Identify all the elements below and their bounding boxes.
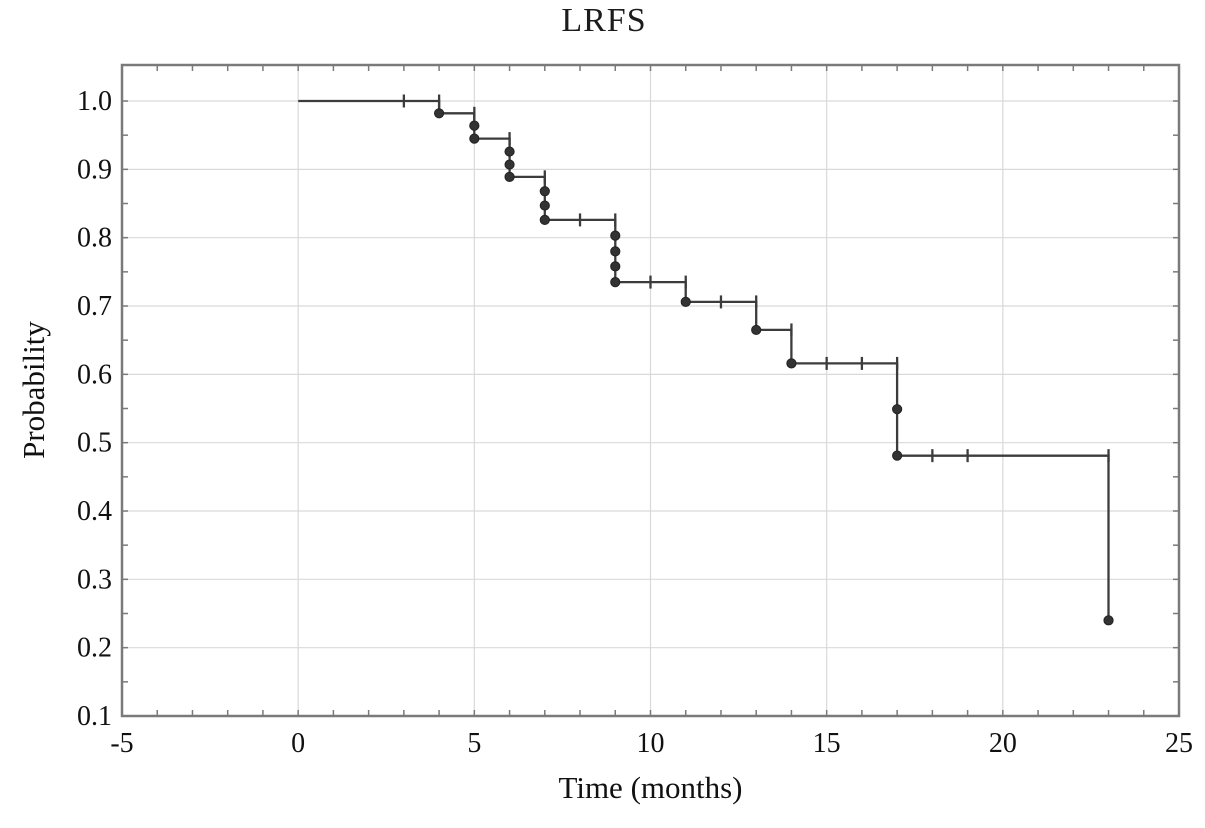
plot-frame (120, 63, 1181, 718)
y-tick-label: 0.7 (77, 291, 112, 322)
y-tick-label: 0.2 (77, 633, 112, 664)
event-dot (539, 186, 550, 197)
event-dot (1103, 615, 1114, 626)
event-dot (469, 133, 480, 144)
x-tick-label: 20 (989, 728, 1017, 759)
censor-marks (402, 94, 1110, 463)
y-tick-label: 0.8 (77, 223, 112, 254)
event-dots (434, 108, 1114, 626)
x-tick-label: 5 (467, 728, 481, 759)
y-tick-label: 0.9 (77, 154, 112, 185)
event-dot (539, 214, 550, 226)
event-dot (610, 246, 621, 257)
event-dot (469, 120, 480, 131)
x-tick-label: 15 (813, 728, 841, 759)
y-axis-label: Probability (16, 321, 51, 459)
event-dot (504, 159, 515, 170)
y-tick-label: 0.6 (77, 359, 112, 390)
event-dot (539, 200, 550, 211)
gridlines (122, 65, 1179, 716)
event-dot (504, 146, 515, 157)
x-tick-label: 0 (291, 728, 305, 759)
x-tick-labels: -5 0 5 10 15 20 25 (110, 728, 1193, 759)
event-dot (504, 171, 515, 182)
event-dot (680, 296, 691, 308)
y-tick-label: 0.3 (77, 564, 112, 595)
event-dot (610, 261, 621, 272)
x-tick-label: 25 (1165, 728, 1193, 759)
y-tick-label: 0.1 (77, 701, 112, 732)
x-tick-label: -5 (110, 728, 133, 759)
y-tick-label: 1.0 (77, 86, 112, 117)
survival-step-curve (298, 99, 1110, 621)
event-dot (786, 358, 797, 369)
event-dot (610, 276, 621, 288)
event-dot (751, 324, 762, 336)
event-dot (610, 230, 621, 241)
x-tick-label: 10 (637, 728, 665, 759)
event-dot (892, 404, 903, 415)
event-dot (892, 450, 903, 461)
event-dot (434, 108, 445, 119)
y-tick-labels: 1.0 0.9 0.8 0.7 0.6 0.5 0.4 0.3 0.2 0.1 (77, 86, 112, 732)
y-tick-label: 0.5 (77, 428, 112, 459)
chart-title: LRFS (561, 2, 647, 39)
x-axis-label: Time (months) (558, 770, 743, 805)
y-tick-label: 0.4 (77, 496, 112, 527)
